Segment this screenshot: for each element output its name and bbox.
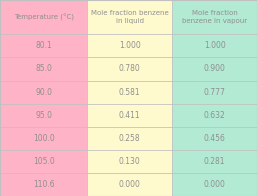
Bar	[87, 150, 172, 173]
Text: 80.1: 80.1	[35, 41, 52, 50]
Text: 110.6: 110.6	[33, 180, 54, 189]
Bar	[172, 0, 257, 34]
Text: 0.456: 0.456	[204, 134, 226, 143]
Bar	[0, 104, 87, 127]
Bar	[0, 127, 87, 150]
Bar	[0, 81, 87, 104]
Text: 0.130: 0.130	[119, 157, 141, 166]
Text: 105.0: 105.0	[33, 157, 54, 166]
Text: Mole fraction
benzene in vapour: Mole fraction benzene in vapour	[182, 10, 247, 24]
Bar	[172, 104, 257, 127]
Text: 0.777: 0.777	[204, 88, 226, 97]
Bar	[0, 0, 87, 34]
Text: 0.780: 0.780	[119, 64, 141, 74]
Bar	[0, 34, 87, 57]
Text: 0.000: 0.000	[204, 180, 226, 189]
Text: 0.581: 0.581	[119, 88, 141, 97]
Bar	[87, 173, 172, 196]
Bar	[172, 127, 257, 150]
Text: 100.0: 100.0	[33, 134, 54, 143]
Bar	[87, 104, 172, 127]
Text: 0.900: 0.900	[204, 64, 226, 74]
Bar	[172, 173, 257, 196]
Bar	[172, 81, 257, 104]
Bar	[87, 57, 172, 81]
Text: 0.258: 0.258	[119, 134, 141, 143]
Text: 90.0: 90.0	[35, 88, 52, 97]
Text: 0.411: 0.411	[119, 111, 141, 120]
Bar	[87, 0, 172, 34]
Bar	[0, 173, 87, 196]
Bar	[0, 150, 87, 173]
Text: 0.281: 0.281	[204, 157, 225, 166]
Text: 85.0: 85.0	[35, 64, 52, 74]
Text: 1.000: 1.000	[119, 41, 141, 50]
Text: 0.000: 0.000	[119, 180, 141, 189]
Text: 95.0: 95.0	[35, 111, 52, 120]
Bar	[87, 81, 172, 104]
Text: Temperature (°C): Temperature (°C)	[14, 14, 74, 21]
Bar	[87, 34, 172, 57]
Bar	[172, 34, 257, 57]
Text: 0.632: 0.632	[204, 111, 225, 120]
Bar	[87, 127, 172, 150]
Bar	[0, 57, 87, 81]
Bar	[172, 57, 257, 81]
Text: Mole fraction benzene
in liquid: Mole fraction benzene in liquid	[91, 10, 169, 24]
Bar	[172, 150, 257, 173]
Text: 1.000: 1.000	[204, 41, 225, 50]
